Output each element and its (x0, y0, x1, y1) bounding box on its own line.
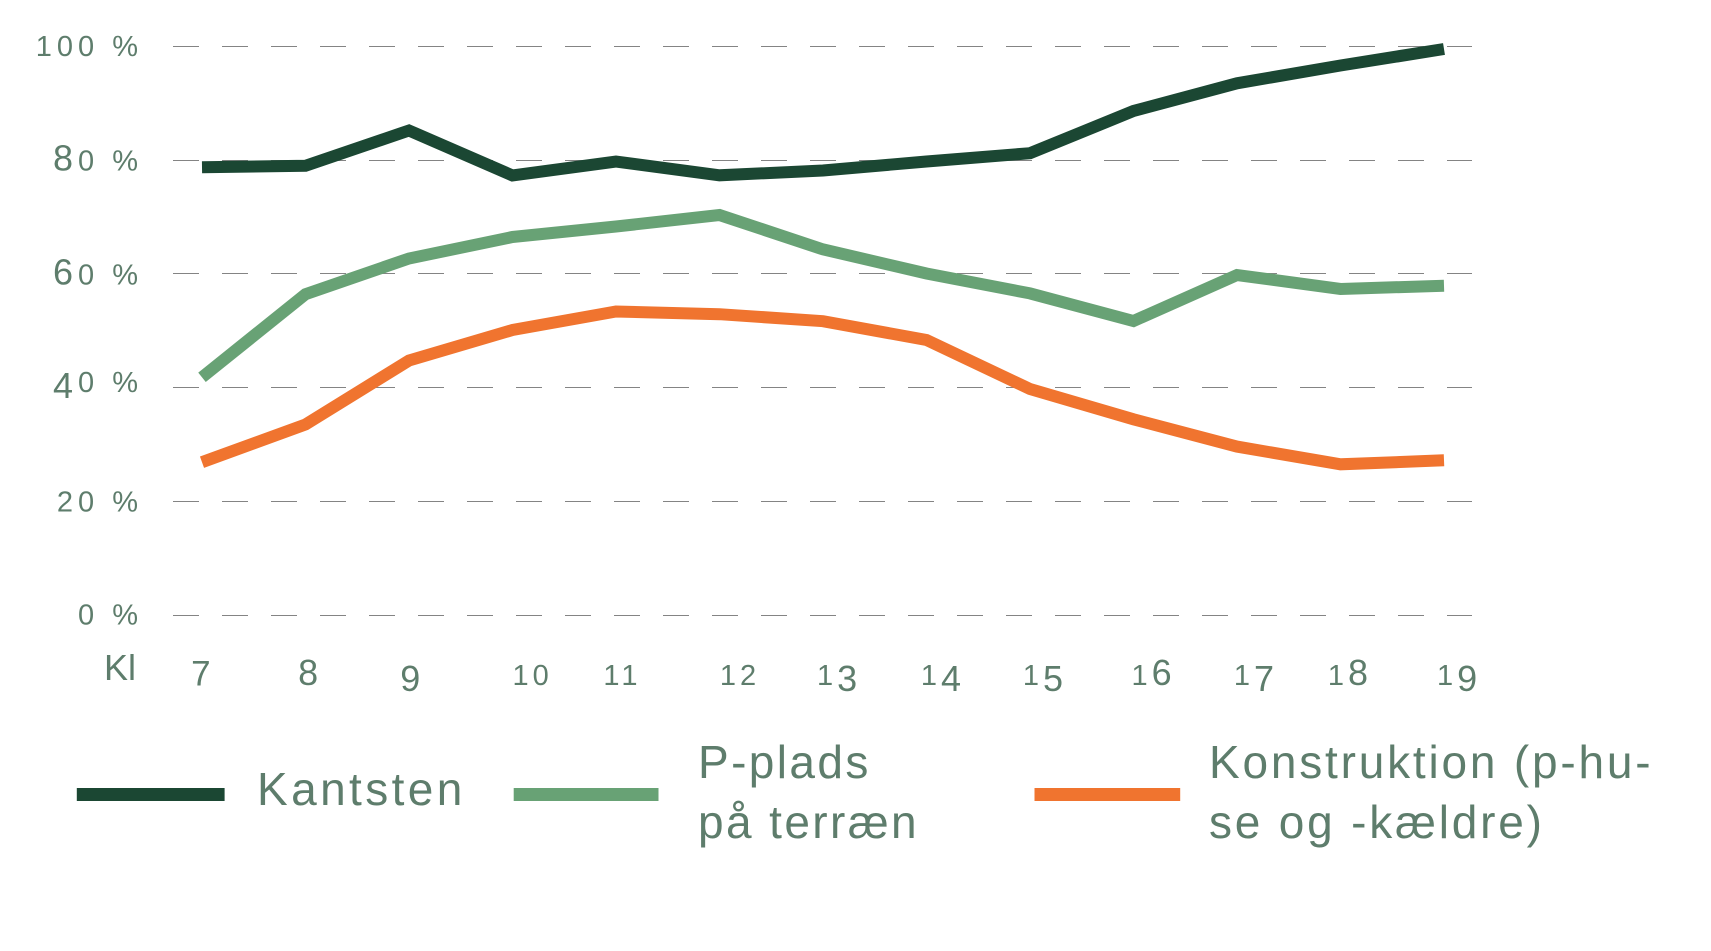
svg-text:12: 12 (720, 660, 760, 692)
svg-text:Kl: Kl (104, 647, 136, 688)
svg-text:0 %: 0 % (78, 600, 143, 632)
svg-text:7: 7 (191, 655, 210, 694)
svg-text:på terræn: på terræn (698, 796, 919, 848)
svg-text:Kantsten: Kantsten (257, 763, 466, 815)
svg-text:se og -kældre): se og -kældre) (1209, 796, 1545, 848)
svg-text:10: 10 (512, 660, 552, 692)
svg-text:18: 18 (1328, 652, 1372, 693)
svg-text:15: 15 (1023, 658, 1067, 699)
svg-text:11: 11 (603, 660, 641, 692)
svg-text:80 %: 80 % (53, 138, 143, 179)
svg-text:8: 8 (298, 652, 318, 693)
svg-text:14: 14 (921, 658, 965, 699)
svg-text:100 %: 100 % (36, 31, 143, 63)
svg-text:19: 19 (1437, 658, 1481, 699)
svg-text:17: 17 (1234, 658, 1278, 699)
svg-text:20 %: 20 % (57, 486, 143, 518)
svg-text:16: 16 (1132, 652, 1176, 693)
svg-text:Konstruktion (p-hu-: Konstruktion (p-hu- (1209, 736, 1653, 788)
svg-text:60 %: 60 % (53, 252, 143, 293)
svg-text:40 %: 40 % (53, 365, 143, 406)
svg-text:P-plads: P-plads (698, 736, 871, 788)
svg-text:9: 9 (400, 658, 420, 699)
svg-text:13: 13 (817, 658, 861, 699)
